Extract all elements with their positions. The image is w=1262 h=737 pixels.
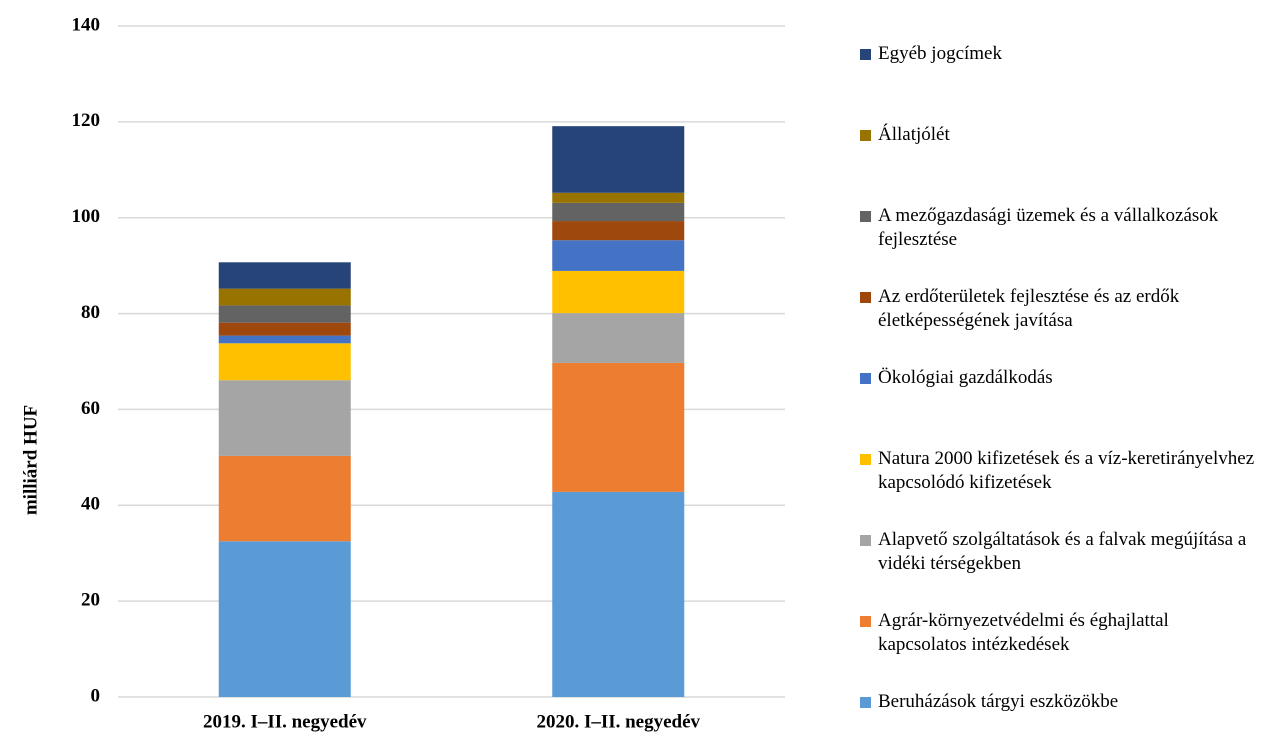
legend-label: Alapvető szolgáltatások és a falvak megú… — [878, 529, 1247, 574]
legend-label: Állatjólét — [878, 124, 950, 145]
legend-item: Egyéb jogcímek — [858, 42, 1258, 66]
y-tick-label: 100 — [72, 206, 101, 227]
legend-swatch — [860, 373, 871, 384]
legend-swatch — [860, 454, 871, 465]
legend-swatch — [860, 697, 871, 708]
bar-segment — [218, 262, 351, 289]
legend-label: Ökológiai gazdálkodás — [878, 367, 1053, 388]
y-tick-label: 40 — [81, 494, 100, 515]
legend-swatch — [860, 49, 871, 60]
legend-swatch — [860, 292, 871, 303]
bar-segment — [218, 541, 351, 697]
chart: milliárd HUF 0 20 40 60 80 100 120 140 2019. I–I… — [20, 14, 785, 732]
y-tick-label: 120 — [72, 110, 101, 131]
bar-segment — [552, 313, 685, 363]
legend-item: Natura 2000 kifizetések és a víz-keretir… — [858, 447, 1258, 495]
bar-segment — [552, 240, 685, 271]
legend-item: Ökológiai gazdálkodás — [858, 366, 1258, 390]
legend-item: Az erdőterületek fejlesztése és az erdők… — [858, 285, 1258, 333]
legend-label: Beruházások tárgyi eszközökbe — [878, 691, 1119, 712]
legend-swatch — [860, 616, 871, 627]
bar-segment — [218, 380, 351, 456]
bar-segment — [218, 288, 351, 306]
y-tick-label: 20 — [81, 590, 100, 611]
bar-segment — [552, 270, 685, 314]
bar-segment — [552, 362, 685, 492]
legend-label: A mezőgazdasági üzemek és a vállalkozáso… — [878, 205, 1219, 250]
legend-swatch — [860, 130, 871, 141]
legend-item: Állatjólét — [858, 123, 1258, 147]
legend-item: A mezőgazdasági üzemek és a vállalkozáso… — [858, 204, 1258, 252]
bar-segment — [552, 192, 685, 203]
legend-swatch — [860, 535, 871, 546]
legend-label: Az erdőterületek fejlesztése és az erdők… — [878, 286, 1180, 331]
y-tick-label: 140 — [72, 14, 101, 35]
bar-segment — [552, 126, 685, 193]
legend-label: Natura 2000 kifizetések és a víz-keretir… — [878, 448, 1255, 493]
y-tick-label: 0 — [91, 685, 101, 706]
x-tick-label: 2019. I–II. negyedév — [203, 711, 367, 732]
bar-segment — [552, 491, 685, 697]
legend-swatch — [860, 211, 871, 222]
x-tick-label: 2020. I–II. negyedév — [536, 711, 700, 732]
bar-segment — [218, 455, 351, 542]
bar-segment — [218, 305, 351, 323]
legend-item: Agrár-környezetvédelmi és éghajlattal ka… — [858, 609, 1258, 657]
bar-segment — [218, 322, 351, 336]
bar-segment — [552, 202, 685, 222]
legend-item: Beruházások tárgyi eszközökbe — [858, 690, 1258, 714]
bar-segment — [552, 221, 685, 241]
legend-label: Egyéb jogcímek — [878, 43, 1002, 64]
y-tick-label: 80 — [81, 302, 100, 323]
y-tick-label: 60 — [81, 398, 100, 419]
bar-segment — [218, 343, 351, 381]
y-axis-title: milliárd HUF — [20, 405, 41, 515]
legend-label: Agrár-környezetvédelmi és éghajlattal ka… — [878, 610, 1169, 655]
bar-segment — [218, 335, 351, 344]
legend-item: Alapvető szolgáltatások és a falvak megú… — [858, 528, 1258, 576]
